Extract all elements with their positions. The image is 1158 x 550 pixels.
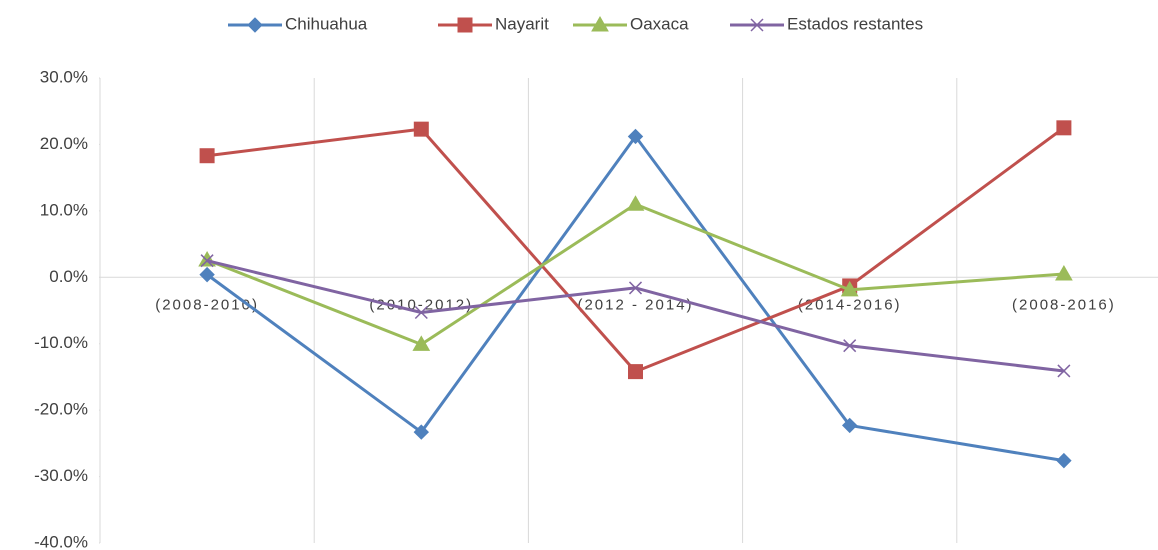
data-point bbox=[1057, 364, 1071, 378]
data-point bbox=[413, 424, 430, 440]
data-point bbox=[414, 305, 428, 320]
legend-marker bbox=[457, 17, 473, 33]
data-point bbox=[843, 339, 857, 353]
series-line bbox=[206, 126, 1065, 374]
legend-label: Nayarit bbox=[495, 14, 549, 33]
data-point bbox=[841, 417, 858, 434]
y-tick-label: 20.0% bbox=[40, 134, 88, 153]
legend-marker bbox=[591, 15, 609, 32]
legend-label: Oaxaca bbox=[630, 14, 689, 33]
data-point bbox=[1055, 264, 1073, 281]
data-point bbox=[626, 195, 645, 211]
y-tick-label: 10.0% bbox=[40, 200, 88, 219]
x-tick-label: (2008-2010) bbox=[155, 296, 259, 313]
data-point bbox=[198, 251, 216, 267]
legend-marker bbox=[750, 18, 764, 32]
y-tick-label: -40.0% bbox=[34, 532, 88, 550]
y-tick-label: 30.0% bbox=[40, 67, 88, 86]
y-tick-label: -30.0% bbox=[34, 466, 88, 485]
data-point bbox=[628, 281, 643, 295]
y-tick-label: -10.0% bbox=[34, 333, 88, 352]
data-point bbox=[413, 121, 429, 137]
legend-label: Estados restantes bbox=[787, 14, 923, 33]
legend-marker bbox=[247, 17, 263, 33]
data-point bbox=[627, 128, 644, 145]
data-point bbox=[200, 254, 214, 268]
x-tick-label: (2012 - 2014) bbox=[577, 296, 693, 313]
legend-label: Chihuahua bbox=[285, 14, 368, 33]
data-point bbox=[412, 335, 431, 351]
data-point bbox=[840, 280, 859, 297]
series-line bbox=[206, 202, 1065, 346]
data-point bbox=[628, 364, 643, 380]
data-point bbox=[199, 266, 215, 283]
data-point bbox=[1056, 120, 1072, 136]
y-tick-label: -20.0% bbox=[34, 400, 88, 419]
data-point bbox=[1056, 452, 1072, 469]
data-point bbox=[199, 148, 215, 164]
x-tick-label: (2008-2016) bbox=[1012, 296, 1116, 313]
x-tick-label: (2014-2016) bbox=[798, 296, 902, 313]
y-tick-label: 0.0% bbox=[49, 267, 88, 286]
